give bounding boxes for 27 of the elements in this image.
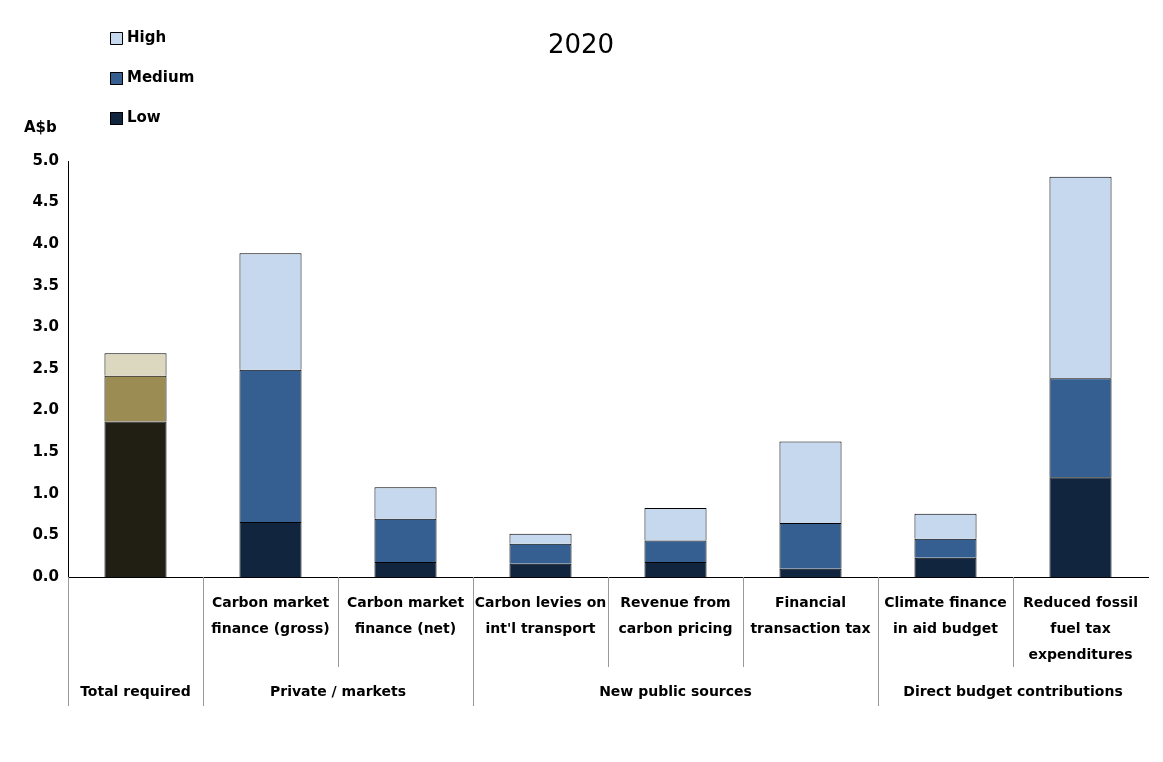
x-tick-label: Reduced fossil fuel tax expenditures <box>1023 593 1138 662</box>
y-tick-label: 1.0 <box>32 483 59 502</box>
y-tick-label: 2.0 <box>32 400 59 419</box>
x-tick-label: Revenue from carbon pricing <box>618 593 733 636</box>
legend-label: High <box>127 27 167 46</box>
x-tick-label: Carbon market finance (gross) <box>211 593 330 636</box>
y-tick-label: 4.0 <box>32 234 59 253</box>
text: Total required <box>80 682 191 699</box>
y-tick-label: 0.0 <box>32 566 59 585</box>
legend-label: Medium <box>127 67 195 86</box>
legend-label: Low <box>127 107 161 126</box>
y-tick-label: 3.0 <box>32 317 59 336</box>
y-tick-label: 4.5 <box>32 192 59 211</box>
y-tick-label: 3.5 <box>32 275 59 294</box>
x-tick-label: Financial transaction tax <box>750 593 871 636</box>
x-tick-label: Climate finance in aid budget <box>884 593 1007 636</box>
y-tick-label: 5.0 <box>32 150 59 169</box>
text: New public sources <box>599 682 752 699</box>
y-tick-label: 1.5 <box>32 442 59 461</box>
y-tick-label: 2.5 <box>32 358 59 377</box>
text: Private / markets <box>270 682 406 699</box>
x-tick-label: Carbon market finance (net) <box>346 593 465 636</box>
x-tick-label: Carbon levies on int'l transport <box>474 593 607 636</box>
y-tick-label: 0.5 <box>32 525 59 544</box>
text: Direct budget contributions <box>903 682 1123 699</box>
y-axis-title: A$b <box>24 117 58 136</box>
chart-title: 2020 <box>547 28 615 59</box>
